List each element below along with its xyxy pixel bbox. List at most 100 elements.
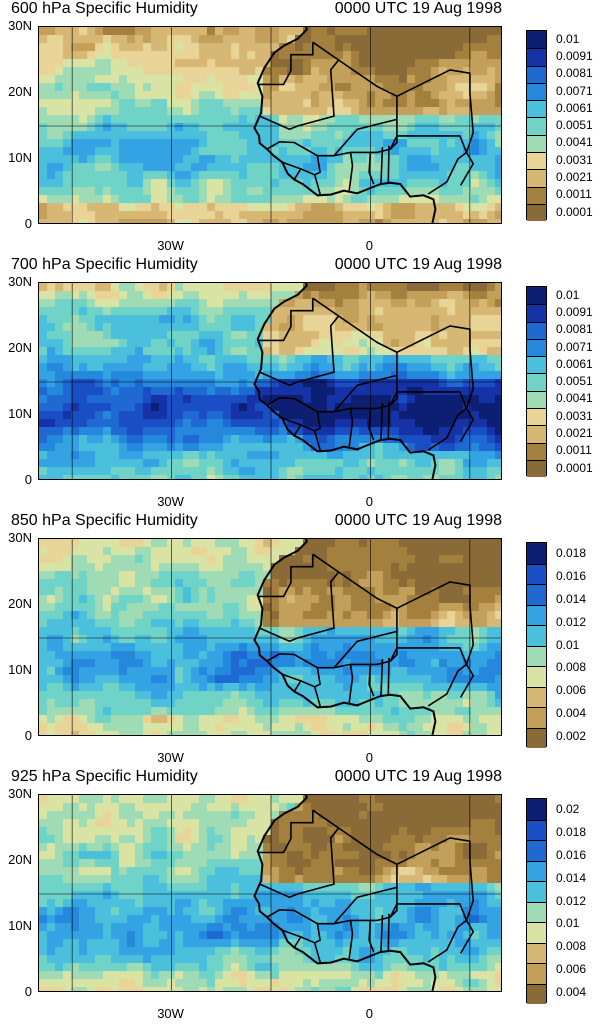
colorbar-swatch bbox=[527, 117, 546, 134]
colorbar-label: 0.018 bbox=[556, 825, 586, 839]
colorbar-label: 0.0051 bbox=[556, 118, 593, 132]
colorbar-label: 0.0031 bbox=[556, 153, 593, 167]
colorbar-swatch bbox=[527, 687, 546, 708]
panel-title: 600 hPa Specific Humidity bbox=[11, 0, 198, 18]
colorbar-label: 0.018 bbox=[556, 546, 586, 560]
colorbar-swatch bbox=[527, 564, 546, 585]
panel-title: 925 hPa Specific Humidity bbox=[11, 768, 198, 786]
colorbar-swatch bbox=[527, 152, 546, 169]
humidity-map bbox=[38, 282, 502, 480]
colorbar-swatch bbox=[527, 799, 546, 820]
colorbar-label: 0.0001 bbox=[556, 205, 593, 219]
country-border bbox=[388, 402, 389, 439]
colorbar-swatch bbox=[527, 605, 546, 626]
colorbar-label: 0.016 bbox=[556, 848, 586, 862]
country-border bbox=[388, 658, 389, 695]
latitude-label: 20N bbox=[0, 340, 32, 355]
colorbar-swatch bbox=[527, 322, 546, 339]
colorbar-label: 0.0061 bbox=[556, 357, 593, 371]
colorbar-swatch bbox=[527, 83, 546, 100]
colorbar-swatch bbox=[527, 646, 546, 667]
longitude-label: 30W bbox=[157, 238, 184, 253]
colorbar-label: 0.008 bbox=[556, 660, 586, 674]
longitude-label: 30W bbox=[157, 494, 184, 509]
colorbar-swatch bbox=[527, 304, 546, 321]
colorbar bbox=[526, 542, 547, 747]
colorbar-swatch bbox=[527, 48, 546, 65]
colorbar-label: 0.0051 bbox=[556, 374, 593, 388]
colorbar-label: 0.0081 bbox=[556, 322, 593, 336]
latitude-label: 20N bbox=[0, 84, 32, 99]
colorbar-label: 0.016 bbox=[556, 569, 586, 583]
colorbar-swatch bbox=[527, 625, 546, 646]
colorbar-swatch bbox=[527, 902, 546, 923]
latitude-label: 10N bbox=[0, 406, 32, 421]
colorbar-swatch bbox=[527, 543, 546, 564]
panel-title: 850 hPa Specific Humidity bbox=[11, 512, 198, 530]
colorbar-label: 0.006 bbox=[556, 683, 586, 697]
panel-timestamp: 0000 UTC 19 Aug 1998 bbox=[335, 0, 502, 18]
colorbar-label: 0.0091 bbox=[556, 49, 593, 63]
colorbar-label: 0.002 bbox=[556, 729, 586, 743]
colorbar-swatch bbox=[527, 963, 546, 984]
humidity-map bbox=[38, 538, 502, 736]
colorbar-swatch bbox=[527, 187, 546, 204]
colorbar-label: 0.0041 bbox=[556, 135, 593, 149]
latitude-label: 0 bbox=[0, 984, 32, 999]
colorbar-swatch bbox=[527, 728, 546, 749]
colorbar-label: 0.0061 bbox=[556, 101, 593, 115]
colorbar-label: 0.0031 bbox=[556, 409, 593, 423]
colorbar-label: 0.012 bbox=[556, 894, 586, 908]
longitude-label: 0 bbox=[366, 1006, 373, 1021]
longitude-label: 0 bbox=[366, 238, 373, 253]
colorbar-label: 0.004 bbox=[556, 985, 586, 999]
latitude-label: 20N bbox=[0, 596, 32, 611]
colorbar-swatch bbox=[527, 584, 546, 605]
humidity-map bbox=[38, 794, 502, 992]
colorbar-swatch bbox=[527, 31, 546, 48]
colorbar-label: 0.004 bbox=[556, 706, 586, 720]
longitude-label: 0 bbox=[366, 494, 373, 509]
latitude-label: 30N bbox=[0, 786, 32, 801]
colorbar-swatch bbox=[527, 666, 546, 687]
colorbar-swatch bbox=[527, 100, 546, 117]
latitude-label: 0 bbox=[0, 728, 32, 743]
latitude-label: 10N bbox=[0, 150, 32, 165]
colorbar-swatch bbox=[527, 443, 546, 460]
colorbar-swatch bbox=[527, 881, 546, 902]
map-panel: 700 hPa Specific Humidity 0000 UTC 19 Aug… bbox=[0, 256, 600, 512]
colorbar-label: 0.012 bbox=[556, 615, 586, 629]
colorbar-label: 0.01 bbox=[556, 32, 579, 46]
latitude-label: 30N bbox=[0, 274, 32, 289]
map-panel: 600 hPa Specific Humidity 0000 UTC 19 Aug… bbox=[0, 0, 600, 256]
colorbar-swatch bbox=[527, 820, 546, 841]
colorbar-swatch bbox=[527, 425, 546, 442]
latitude-label: 30N bbox=[0, 18, 32, 33]
colorbar-swatch bbox=[527, 922, 546, 943]
colorbar-swatch bbox=[527, 460, 546, 477]
panel-timestamp: 0000 UTC 19 Aug 1998 bbox=[335, 256, 502, 274]
latitude-label: 20N bbox=[0, 852, 32, 867]
colorbar-label: 0.006 bbox=[556, 962, 586, 976]
colorbar-label: 0.0071 bbox=[556, 340, 593, 354]
colorbar-label: 0.0091 bbox=[556, 305, 593, 319]
colorbar bbox=[526, 798, 547, 1003]
colorbar-swatch bbox=[527, 707, 546, 728]
panel-title: 700 hPa Specific Humidity bbox=[11, 256, 198, 274]
colorbar-label: 0.0011 bbox=[556, 187, 592, 201]
colorbar-swatch bbox=[527, 169, 546, 186]
colorbar-swatch bbox=[527, 840, 546, 861]
colorbar-label: 0.014 bbox=[556, 871, 586, 885]
colorbar-label: 0.008 bbox=[556, 939, 586, 953]
colorbar-label: 0.01 bbox=[556, 288, 579, 302]
colorbar-swatch bbox=[527, 356, 546, 373]
colorbar bbox=[526, 30, 547, 220]
colorbar-label: 0.0001 bbox=[556, 461, 593, 475]
colorbar-label: 0.0081 bbox=[556, 66, 593, 80]
longitude-label: 30W bbox=[157, 750, 184, 765]
colorbar-swatch bbox=[527, 943, 546, 964]
latitude-label: 0 bbox=[0, 472, 32, 487]
colorbar-swatch bbox=[527, 984, 546, 1005]
